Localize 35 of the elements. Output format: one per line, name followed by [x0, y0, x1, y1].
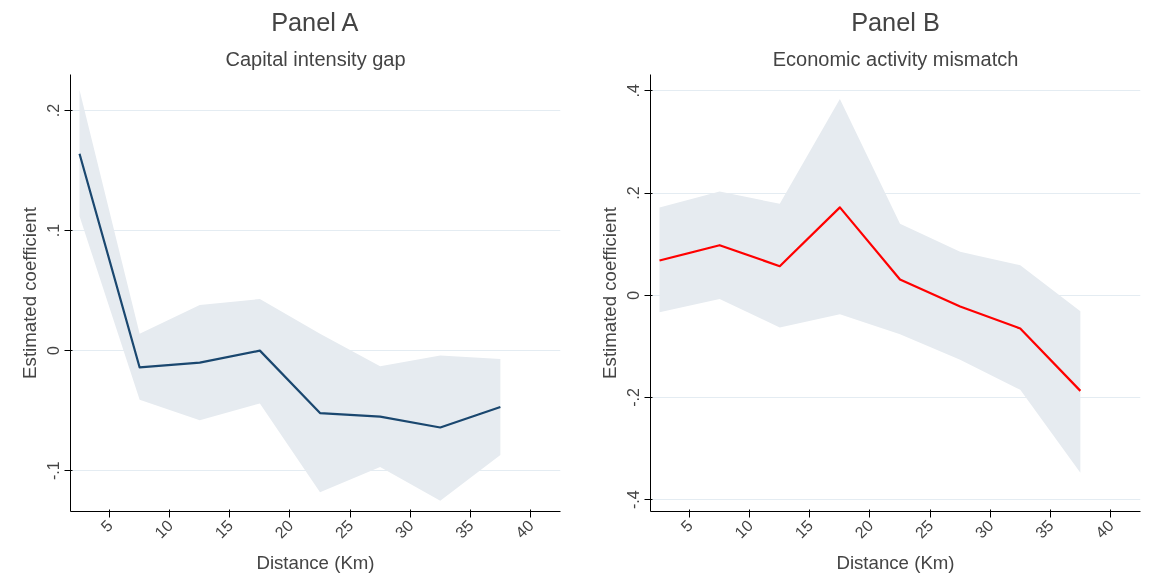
line-series	[658, 206, 1082, 392]
chart-title: Panel A	[271, 7, 359, 36]
y-tick-label: .2	[45, 103, 63, 118]
y-axis-title: Estimated coefficient	[598, 206, 620, 379]
x-tick-label: 35	[452, 516, 477, 542]
x-tick-label: 5	[97, 516, 117, 536]
x-tick-label: 35	[1032, 516, 1057, 542]
x-tick-label: 5	[677, 516, 697, 536]
x-tick-label: 30	[971, 516, 997, 542]
x-tick-label: 10	[151, 516, 177, 542]
chart-subtitle: Economic activity mismatch	[772, 47, 1019, 70]
y-tick-label: 0	[45, 346, 63, 356]
chart-subtitle: Capital intensity gap	[225, 47, 406, 70]
x-tick-label: 20	[851, 516, 877, 542]
x-axis-title: Distance (Km)	[836, 551, 955, 573]
y-tick-label: .2	[625, 186, 643, 200]
line-series	[78, 152, 502, 429]
x-tick-label: 15	[791, 516, 817, 542]
x-tick-label: 15	[211, 516, 237, 542]
x-tick-label: 30	[391, 516, 417, 542]
x-tick-label: 20	[271, 516, 297, 542]
y-axis-title: Estimated coefficient	[18, 206, 40, 379]
y-tick-label: .1	[45, 223, 63, 238]
x-axis-title: Distance (Km)	[256, 551, 375, 573]
x-tick-label: 10	[731, 516, 757, 542]
chart-title: Panel B	[851, 7, 940, 36]
x-tick-label: 25	[331, 516, 357, 542]
y-tick-label: -.1	[45, 461, 63, 481]
x-tick-label: 40	[1092, 516, 1117, 542]
x-tick-label: 40	[512, 516, 537, 542]
y-tick-label: -.4	[625, 490, 643, 510]
y-tick-label: -.2	[625, 388, 643, 407]
y-tick-label: 0	[625, 290, 643, 300]
x-tick-label: 25	[911, 516, 937, 542]
y-tick-label: .4	[625, 84, 643, 98]
